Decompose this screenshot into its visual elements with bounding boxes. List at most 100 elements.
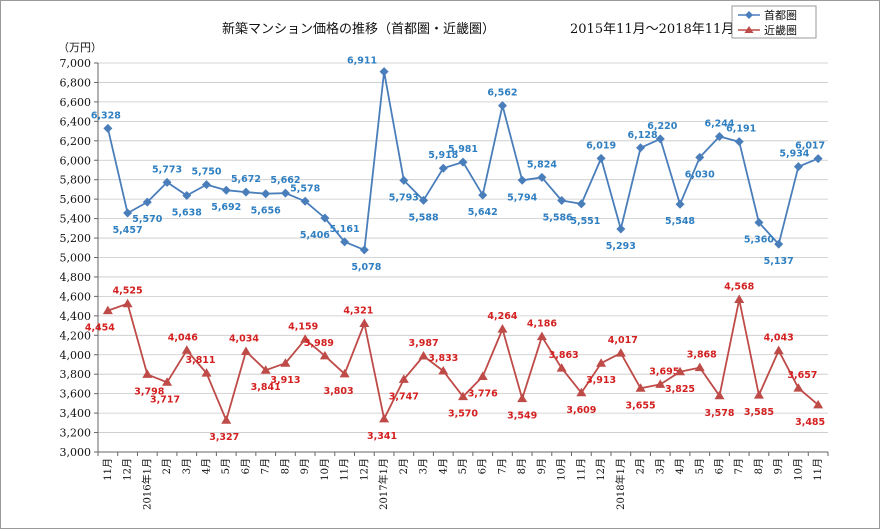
x-tick-label: 12月 xyxy=(358,458,370,481)
data-label: 3,585 xyxy=(744,407,774,418)
data-label: 3,657 xyxy=(787,370,817,381)
y-tick-label: 6,200 xyxy=(60,135,92,148)
data-point-diamond xyxy=(261,189,271,199)
y-tick-label: 5,000 xyxy=(60,252,92,265)
x-tick-label: 3月 xyxy=(418,458,430,474)
data-point-triangle xyxy=(319,350,330,360)
y-tick-label: 3,200 xyxy=(60,427,92,440)
data-point-diamond xyxy=(636,143,646,153)
y-tick-label: 3,800 xyxy=(60,368,92,381)
data-point-diamond xyxy=(517,175,527,185)
data-point-triangle xyxy=(635,383,646,392)
x-tick-label: 6月 xyxy=(477,458,489,474)
data-label: 5,934 xyxy=(779,149,809,160)
data-point-triangle xyxy=(477,371,488,381)
data-label: 6,191 xyxy=(726,124,756,135)
x-tick-label: 2016年1月 xyxy=(140,458,153,510)
y-tick-label: 5,400 xyxy=(60,213,92,226)
data-point-triangle xyxy=(398,374,409,383)
data-point-triangle xyxy=(753,390,764,399)
chart-title: 新築マンション価格の推移（首都圏・近畿圏） xyxy=(222,21,495,37)
data-label: 5,642 xyxy=(468,207,498,218)
data-point-triangle xyxy=(240,346,251,355)
legend-marker-triangle-icon xyxy=(744,26,754,33)
x-tick-label: 8月 xyxy=(753,458,765,474)
x-tick-label: 9月 xyxy=(536,458,548,474)
data-point-diamond xyxy=(300,196,310,206)
data-label: 5,360 xyxy=(744,234,774,245)
data-point-triangle xyxy=(181,345,192,354)
x-tick-label: 2月 xyxy=(635,458,647,474)
x-tick-label: 5月 xyxy=(457,458,469,474)
y-tick-label: 5,600 xyxy=(60,193,92,206)
data-label: 3,811 xyxy=(185,355,215,366)
data-point-diamond xyxy=(202,180,212,190)
data-label: 3,776 xyxy=(468,389,498,400)
data-point-diamond xyxy=(162,177,172,187)
y-tick-label: 6,800 xyxy=(60,76,92,89)
data-label: 6,220 xyxy=(647,121,677,132)
data-point-triangle xyxy=(142,369,153,378)
x-tick-label: 4月 xyxy=(201,458,213,474)
y-axis-unit: （万円） xyxy=(58,41,102,54)
y-tick-label: 5,800 xyxy=(60,174,92,187)
data-label: 3,747 xyxy=(389,391,419,402)
x-tick-label: 4月 xyxy=(674,458,686,474)
data-label: 5,773 xyxy=(152,164,182,175)
data-label: 6,328 xyxy=(91,110,121,121)
y-tick-label: 4,600 xyxy=(60,290,92,303)
data-label: 5,918 xyxy=(428,150,458,161)
y-tick-label: 3,400 xyxy=(60,407,92,420)
data-label: 4,159 xyxy=(288,321,318,332)
data-label: 5,457 xyxy=(113,225,143,236)
data-point-diamond xyxy=(182,190,192,200)
data-label: 5,662 xyxy=(270,175,300,186)
data-point-diamond xyxy=(103,123,113,133)
data-label: 6,017 xyxy=(795,141,825,152)
data-label: 5,750 xyxy=(191,167,221,178)
data-point-triangle xyxy=(773,345,784,355)
data-point-triangle xyxy=(359,318,370,328)
x-tick-label: 2018年1月 xyxy=(614,458,627,510)
data-point-diamond xyxy=(123,208,133,218)
data-point-diamond xyxy=(774,239,784,249)
data-label: 5,692 xyxy=(211,202,241,213)
data-label: 3,609 xyxy=(566,405,596,416)
data-point-triangle xyxy=(379,413,390,423)
data-label: 3,863 xyxy=(549,350,579,361)
data-point-diamond xyxy=(359,245,369,255)
data-label: 3,570 xyxy=(448,409,478,420)
data-point-triangle xyxy=(714,390,725,400)
data-label: 5,588 xyxy=(409,212,439,223)
data-point-triangle xyxy=(201,368,212,377)
y-tick-label: 7,000 xyxy=(60,57,92,70)
data-point-diamond xyxy=(419,195,429,205)
data-label: 5,078 xyxy=(351,262,381,273)
data-label: 3,578 xyxy=(704,408,734,419)
data-point-diamond xyxy=(675,199,685,209)
data-point-diamond xyxy=(616,224,626,234)
x-tick-label: 5月 xyxy=(694,458,706,474)
data-point-diamond xyxy=(340,237,350,247)
data-point-triangle xyxy=(497,324,508,333)
data-label: 4,525 xyxy=(113,286,143,297)
data-point-diamond xyxy=(537,172,547,182)
data-point-triangle xyxy=(280,358,291,367)
data-point-diamond xyxy=(793,162,803,172)
data-point-diamond xyxy=(379,67,389,77)
x-tick-label: 7月 xyxy=(260,458,272,474)
data-label: 4,186 xyxy=(527,319,557,330)
x-tick-label: 9月 xyxy=(299,458,311,474)
data-point-triangle xyxy=(221,415,232,424)
data-label: 5,672 xyxy=(231,174,261,185)
data-label: 5,548 xyxy=(665,216,695,227)
x-tick-label: 11月 xyxy=(812,458,824,481)
data-point-triangle xyxy=(694,362,705,372)
data-label: 3,717 xyxy=(150,394,180,405)
data-point-diamond xyxy=(320,213,330,223)
legend-label-kinki: 近畿圏 xyxy=(764,23,797,37)
data-label: 3,987 xyxy=(409,338,439,349)
y-tick-label: 6,000 xyxy=(60,154,92,167)
